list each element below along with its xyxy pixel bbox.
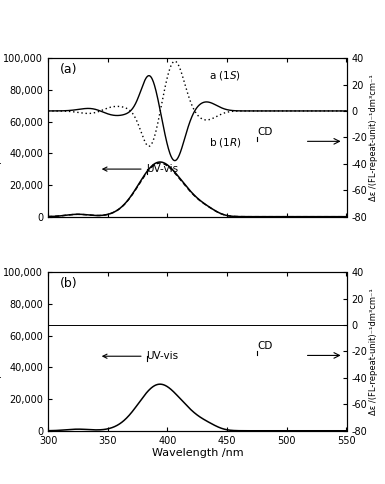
Y-axis label: Δε /(FL-repeat-unit)⁻¹dm³cm⁻¹: Δε /(FL-repeat-unit)⁻¹dm³cm⁻¹ [368, 74, 378, 201]
Y-axis label: Δε /(FL-repeat-unit)⁻¹dm³cm⁻¹: Δε /(FL-repeat-unit)⁻¹dm³cm⁻¹ [368, 288, 378, 415]
Text: (b): (b) [60, 277, 78, 290]
Text: b (1$R$): b (1$R$) [209, 136, 242, 149]
Text: a (1$S$): a (1$S$) [209, 69, 241, 82]
Text: UV-vis: UV-vis [103, 351, 179, 361]
Y-axis label: ε /(FL-repeat-unit)⁻¹dm³cm⁻¹: ε /(FL-repeat-unit)⁻¹dm³cm⁻¹ [0, 291, 2, 412]
Y-axis label: ε /(FL-repeat-unit)⁻¹dm³cm⁻¹: ε /(FL-repeat-unit)⁻¹dm³cm⁻¹ [0, 77, 2, 198]
Text: (a): (a) [60, 63, 77, 76]
Text: UV-vis: UV-vis [103, 164, 179, 174]
X-axis label: Wavelength /nm: Wavelength /nm [152, 448, 243, 458]
Text: CD: CD [257, 127, 272, 136]
Text: CD: CD [257, 341, 272, 351]
